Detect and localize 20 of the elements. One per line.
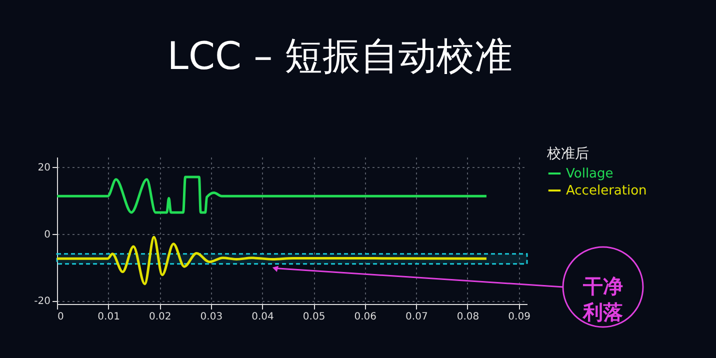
x-tick-label: 0.09	[508, 312, 530, 322]
x-tick-label: 0.08	[456, 312, 480, 322]
annotation: 干净利落	[582, 274, 623, 324]
legend-label: Vollage	[566, 166, 614, 182]
line-series	[56, 176, 488, 214]
x-tick-label: 0.07	[406, 312, 428, 322]
x-tick-label: 0.04	[252, 312, 274, 322]
legend-label: Acceleration	[566, 184, 647, 198]
line-series	[56, 236, 488, 286]
x-tick-label: 0.01	[98, 312, 120, 322]
x-tick-label: 0.06	[354, 312, 376, 322]
x-tick-label: 0	[58, 312, 64, 322]
x-tick-label: 0.02	[148, 312, 172, 322]
y-tick-label: 20	[38, 162, 50, 174]
x-tick-label: 0.05	[302, 312, 326, 322]
y-tick-label: -20	[34, 296, 50, 308]
x-tick-label: 0.03	[200, 312, 223, 322]
chart-title: LCC – 短振自动校准	[167, 34, 513, 78]
legend-title: 校准后	[546, 146, 589, 162]
y-tick-label: 0	[44, 229, 50, 240]
